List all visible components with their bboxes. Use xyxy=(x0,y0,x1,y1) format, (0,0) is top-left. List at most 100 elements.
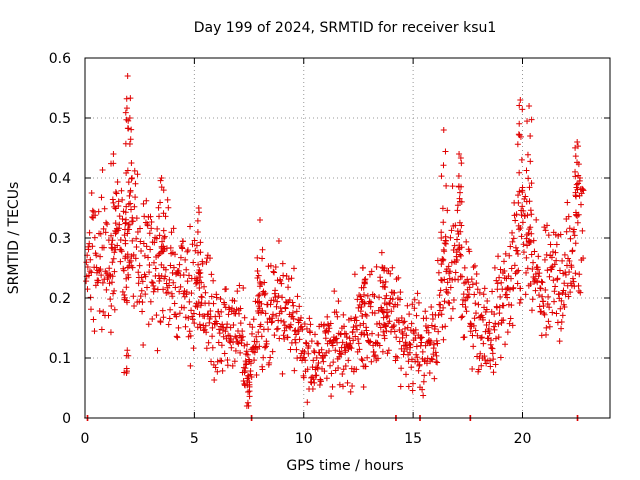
data-point xyxy=(128,175,135,182)
data-point xyxy=(126,259,133,266)
data-point xyxy=(122,240,129,247)
data-point xyxy=(304,399,311,406)
data-point xyxy=(291,367,298,374)
data-point xyxy=(514,141,521,148)
data-point xyxy=(382,323,389,330)
data-point xyxy=(353,317,360,324)
data-point xyxy=(516,169,523,176)
data-point xyxy=(394,354,401,361)
data-point xyxy=(432,323,439,330)
data-point xyxy=(112,189,119,196)
data-point xyxy=(258,280,265,287)
data-point xyxy=(409,387,416,394)
data-point xyxy=(465,279,472,286)
data-point xyxy=(572,173,579,180)
data-point xyxy=(435,328,442,335)
data-point xyxy=(209,344,216,351)
data-point xyxy=(485,326,492,333)
data-point xyxy=(310,357,317,364)
data-point xyxy=(579,227,586,234)
data-point xyxy=(520,241,527,248)
data-point xyxy=(484,297,491,304)
data-point xyxy=(317,378,324,385)
y-tick-label: 0 xyxy=(62,411,71,427)
data-point xyxy=(371,293,378,300)
data-point xyxy=(411,330,418,337)
data-point xyxy=(210,277,217,284)
data-point xyxy=(507,243,514,250)
data-point xyxy=(281,322,288,329)
data-point xyxy=(194,217,201,224)
data-point xyxy=(310,376,317,383)
data-point xyxy=(436,307,443,314)
data-point xyxy=(461,334,468,341)
data-point xyxy=(193,275,200,282)
data-point xyxy=(452,269,459,276)
data-point xyxy=(196,321,203,328)
data-point xyxy=(511,262,518,269)
data-point xyxy=(411,305,418,312)
data-point xyxy=(506,252,513,259)
data-point xyxy=(351,271,358,278)
y-tick-label: 0.5 xyxy=(49,111,71,127)
data-point xyxy=(160,210,167,217)
data-point xyxy=(290,265,297,272)
data-point xyxy=(153,235,160,242)
data-point xyxy=(122,255,129,262)
data-point xyxy=(406,311,413,318)
data-point xyxy=(246,388,253,395)
data-point xyxy=(290,302,297,309)
data-point xyxy=(362,276,369,283)
data-point xyxy=(231,358,238,365)
data-point xyxy=(500,258,507,265)
data-point xyxy=(445,299,452,306)
data-point xyxy=(334,313,341,320)
data-point xyxy=(364,354,371,361)
data-point xyxy=(359,357,366,364)
data-point xyxy=(348,315,355,322)
data-point xyxy=(273,326,280,333)
data-point xyxy=(83,259,90,266)
data-point xyxy=(352,322,359,329)
data-point xyxy=(190,259,197,266)
data-point xyxy=(241,314,248,321)
data-point xyxy=(240,364,247,371)
data-point xyxy=(138,274,145,281)
data-point xyxy=(126,140,133,147)
data-point xyxy=(481,353,488,360)
data-point xyxy=(380,309,387,316)
data-point xyxy=(535,292,542,299)
data-point xyxy=(255,303,262,310)
data-point xyxy=(262,310,269,317)
data-point xyxy=(457,252,464,259)
data-point xyxy=(197,239,204,246)
data-point xyxy=(249,324,256,331)
data-point xyxy=(447,284,454,291)
data-point xyxy=(284,334,291,341)
data-point xyxy=(474,286,481,293)
data-point xyxy=(442,148,449,155)
data-point xyxy=(292,339,299,346)
data-point xyxy=(195,299,202,306)
data-point xyxy=(122,219,129,226)
data-point xyxy=(450,296,457,303)
data-point xyxy=(126,221,133,228)
data-point xyxy=(557,305,564,312)
data-point xyxy=(401,318,408,325)
data-point xyxy=(279,260,286,267)
data-point xyxy=(107,329,114,336)
data-point xyxy=(316,382,323,389)
data-point xyxy=(111,287,118,294)
data-point xyxy=(466,284,473,291)
data-point xyxy=(369,330,376,337)
data-point xyxy=(267,301,274,308)
data-point xyxy=(464,293,471,300)
data-point xyxy=(271,269,278,276)
data-point xyxy=(477,335,484,342)
data-point xyxy=(438,229,445,236)
data-point xyxy=(110,255,117,262)
data-point xyxy=(110,199,117,206)
data-point xyxy=(426,370,433,377)
data-point xyxy=(153,312,160,319)
data-point xyxy=(129,237,136,244)
